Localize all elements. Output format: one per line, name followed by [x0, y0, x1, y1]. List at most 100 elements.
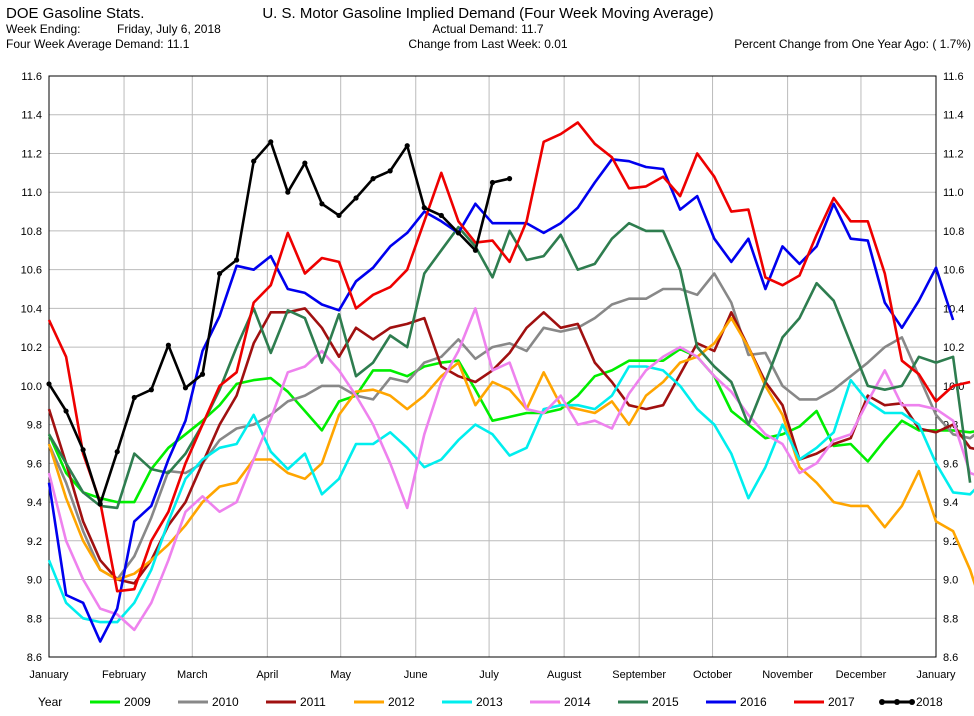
point-2018 — [387, 168, 393, 174]
y-tick-label-left: 9.8 — [27, 420, 42, 432]
point-2018 — [148, 387, 154, 393]
point-2018 — [131, 394, 137, 401]
y-tick-label-right: 9.0 — [943, 575, 958, 587]
y-tick-label-left: 11.6 — [21, 71, 42, 83]
x-tick-label: October — [693, 669, 732, 681]
x-tick-label: July — [479, 669, 499, 681]
point-2018 — [370, 176, 376, 182]
point-2018 — [114, 449, 120, 455]
x-tick-label: May — [330, 669, 351, 681]
point-2018 — [63, 408, 69, 414]
legend-label-2010: 2010 — [212, 695, 239, 709]
x-tick-label: February — [102, 669, 147, 681]
legend-marker — [894, 699, 900, 705]
pct-change-text: Percent Change from One Year Ago: ( 1.7%… — [734, 37, 971, 51]
point-2018 — [251, 158, 257, 164]
series-line-2013 — [47, 365, 974, 624]
series-line-2018 — [47, 140, 510, 506]
point-2018 — [182, 385, 189, 391]
legend: Year 2009 2010 2011 2012 2013 2014 2015 2016 2017… — [38, 695, 943, 709]
y-tick-label-right: 9.4 — [943, 497, 958, 509]
series-line-2009 — [47, 347, 974, 504]
point-2018 — [80, 447, 86, 453]
point-2018 — [268, 139, 274, 145]
point-2018 — [319, 201, 325, 207]
y-tick-label-left: 10.4 — [21, 303, 42, 315]
legend-marker — [909, 699, 915, 705]
y-tick-label-right: 11.4 — [943, 110, 964, 122]
legend-label-2016: 2016 — [740, 695, 767, 709]
point-2018 — [404, 143, 410, 149]
y-tick-label-left: 9.6 — [27, 458, 42, 470]
x-axis-ticks: January February March April May June July Augu… — [29, 669, 956, 681]
week-ending-label: Week Ending: — [6, 22, 81, 36]
y-axis-ticks: 8.6 8.68.8 8.89.0 9.09.2 9.29.4 9.49.6 9.69.8 9… — [21, 71, 965, 664]
point-2018 — [199, 371, 206, 377]
y-tick-label-right: 10.8 — [943, 226, 964, 238]
y-tick-label-right: 11.2 — [943, 148, 964, 160]
avg-demand-text: Four Week Average Demand: 11.1 — [6, 37, 190, 51]
y-tick-label-left: 8.6 — [27, 652, 42, 664]
y-tick-label-right: 8.8 — [943, 613, 958, 625]
actual-demand-text: Actual Demand: 11.7 — [432, 22, 544, 36]
point-2018 — [421, 205, 427, 211]
y-tick-label-right: 10.2 — [943, 342, 964, 354]
legend-label-2014: 2014 — [564, 695, 591, 709]
series-lines — [46, 121, 974, 643]
plot-frame — [48, 75, 937, 658]
x-tick-label: September — [612, 669, 666, 681]
point-2018 — [438, 212, 444, 219]
x-tick-label: March — [177, 669, 208, 681]
legend-label-2011: 2011 — [300, 695, 326, 709]
x-tick-label: January — [916, 669, 956, 681]
y-tick-label-left: 10.0 — [21, 381, 42, 393]
week-ending-value: Friday, July 6, 2018 — [117, 22, 221, 36]
y-tick-label-right: 11.0 — [943, 187, 964, 199]
y-tick-label-left: 9.4 — [27, 497, 42, 509]
point-2018 — [302, 160, 308, 166]
series-line-2017 — [47, 121, 971, 593]
point-2018 — [472, 247, 479, 253]
y-tick-label-right: 10.6 — [943, 265, 964, 277]
series-line-2012 — [47, 316, 974, 586]
x-tick-label: August — [547, 669, 581, 681]
y-tick-label-left: 11.0 — [21, 187, 42, 199]
y-tick-label-left: 9.2 — [27, 536, 42, 548]
legend-label-2017: 2017 — [828, 695, 855, 709]
legend-marker — [879, 699, 885, 705]
y-tick-label-left: 8.8 — [27, 613, 42, 625]
legend-label-2013: 2013 — [476, 695, 503, 709]
y-tick-label-left: 11.2 — [21, 148, 42, 160]
x-tick-label: December — [836, 669, 887, 681]
change-text: Change from Last Week: 0.01 — [408, 37, 568, 51]
x-tick-label: January — [29, 669, 69, 681]
point-2018 — [455, 230, 461, 236]
series-line-2010 — [47, 272, 974, 581]
point-2018 — [489, 179, 496, 186]
point-2018 — [216, 270, 223, 277]
legend-label-2009: 2009 — [124, 695, 151, 709]
y-tick-label-left: 10.8 — [21, 226, 42, 238]
y-tick-label-right: 9.2 — [943, 536, 958, 548]
y-tick-label-left: 11.4 — [21, 110, 42, 122]
y-tick-label-right: 10.4 — [943, 303, 964, 315]
point-2018 — [285, 189, 291, 195]
y-tick-label-left: 9.0 — [27, 575, 42, 587]
y-tick-label-right: 9.6 — [943, 458, 958, 470]
point-2018 — [506, 176, 513, 182]
x-tick-label: November — [762, 669, 813, 681]
y-tick-label-right: 11.6 — [943, 71, 964, 83]
point-2018 — [353, 195, 359, 201]
legend-title: Year — [38, 695, 62, 709]
app-title: DOE Gasoline Stats. — [6, 5, 145, 22]
point-2018 — [97, 501, 103, 507]
series-line-2014 — [47, 307, 974, 632]
legend-label-2015: 2015 — [652, 695, 679, 709]
point-2018 — [234, 257, 240, 263]
point-2018 — [336, 212, 342, 219]
point-2018 — [46, 381, 52, 387]
x-tick-label: April — [256, 669, 278, 681]
chart-title: U. S. Motor Gasoline Implied Demand (Fou… — [262, 5, 714, 22]
x-tick-label: June — [404, 669, 428, 681]
